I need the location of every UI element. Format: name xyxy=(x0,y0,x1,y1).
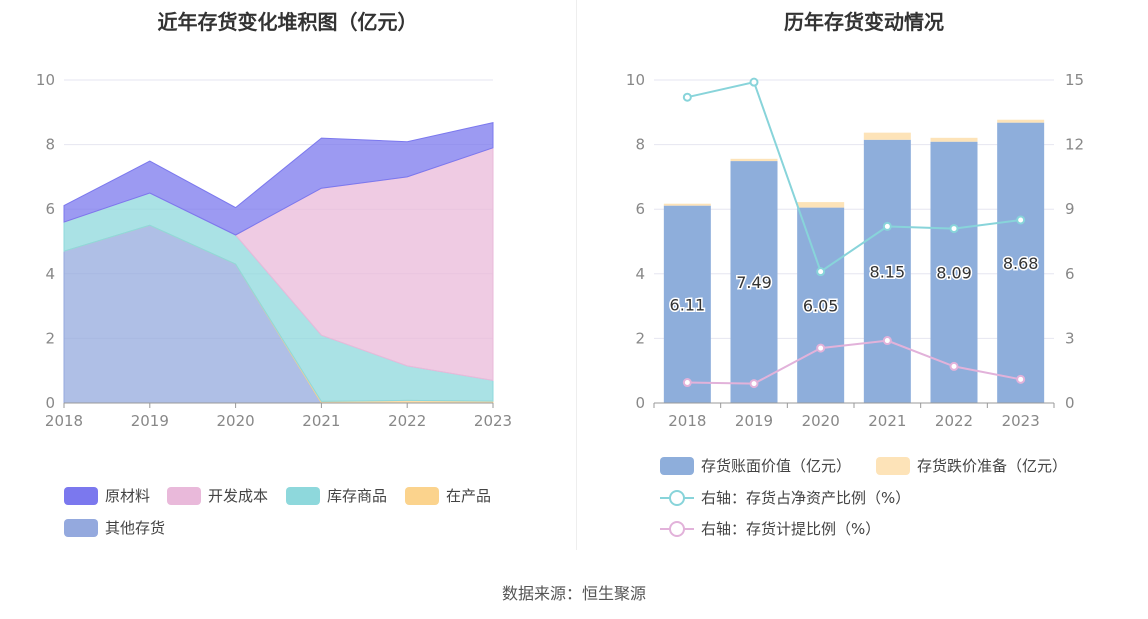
right-y2-tick-label: 9 xyxy=(1065,200,1075,218)
left-x-tick-label: 2023 xyxy=(474,412,512,430)
data-source-note: 数据来源：恒生聚源 xyxy=(501,584,646,603)
left-y-tick-label: 4 xyxy=(45,265,55,283)
line-point xyxy=(949,361,959,371)
line-point xyxy=(949,224,959,234)
bar-value-label: 8.15 xyxy=(870,262,906,281)
legend-swatch xyxy=(167,487,201,505)
right-y2-tick-label: 6 xyxy=(1065,265,1075,283)
right-y2-tick-label: 0 xyxy=(1065,394,1075,412)
line-point xyxy=(882,336,892,346)
bar-book-value xyxy=(663,205,711,403)
line-series xyxy=(687,81,1021,274)
bar-impairment xyxy=(730,158,778,162)
left-y-tick-label: 8 xyxy=(45,136,55,154)
right-y2-tick-label: 3 xyxy=(1065,329,1075,347)
line-point xyxy=(1016,215,1026,225)
legend-label: 在产品 xyxy=(446,487,491,505)
line-point xyxy=(882,221,892,231)
bar-book-value xyxy=(997,122,1045,404)
line-point xyxy=(1016,374,1026,384)
legend-label: 右轴：存货占净资产比例（%） xyxy=(701,489,910,507)
legend-label: 开发成本 xyxy=(208,487,268,505)
legend-label: 库存商品 xyxy=(327,487,387,505)
right-y-tick-label: 0 xyxy=(635,394,645,412)
line-series xyxy=(687,339,1021,385)
left-x-tick-label: 2019 xyxy=(131,412,169,430)
legend-swatch xyxy=(660,457,694,475)
left-x-tick-label: 2021 xyxy=(302,412,340,430)
bar-value-label: 6.05 xyxy=(803,296,839,315)
line-point xyxy=(816,267,826,277)
legend-swatch xyxy=(286,487,320,505)
legend-label: 其他存货 xyxy=(105,519,165,537)
right-x-tick-label: 2021 xyxy=(868,412,906,430)
bar-impairment xyxy=(797,202,845,208)
left-x-tick-label: 2022 xyxy=(388,412,426,430)
area-series xyxy=(63,121,494,236)
legend-label: 原材料 xyxy=(105,487,150,505)
right-y-tick-label: 6 xyxy=(635,200,645,218)
bar-book-value xyxy=(863,139,911,403)
line-point xyxy=(816,343,826,353)
legend-swatch xyxy=(876,457,910,475)
bar-impairment xyxy=(863,132,911,140)
bar-value-label: 6.11 xyxy=(670,295,706,314)
panel-divider xyxy=(576,0,577,550)
right-x-tick-label: 2018 xyxy=(668,412,706,430)
bar-impairment xyxy=(930,137,978,142)
right-y-tick-label: 8 xyxy=(635,136,645,154)
bar-value-label: 8.68 xyxy=(1003,254,1039,273)
legend-label: 存货跌价准备（亿元） xyxy=(917,457,1067,475)
right-chart-title: 历年存货变动情况 xyxy=(784,10,944,34)
bar-value-label: 8.09 xyxy=(936,263,972,282)
left-x-tick-label: 2018 xyxy=(45,412,83,430)
right-y-tick-label: 2 xyxy=(635,329,645,347)
legend-label: 右轴：存货计提比例（%） xyxy=(701,520,880,538)
legend-label: 存货账面价值（亿元） xyxy=(701,457,851,475)
left-y-tick-label: 10 xyxy=(36,71,55,89)
right-x-tick-label: 2020 xyxy=(802,412,840,430)
bar-value-label: 7.49 xyxy=(736,273,772,292)
right-x-tick-label: 2023 xyxy=(1002,412,1040,430)
right-y2-tick-label: 12 xyxy=(1065,136,1084,154)
right-x-tick-label: 2019 xyxy=(735,412,773,430)
line-point xyxy=(749,77,759,87)
left-chart-title: 近年存货变化堆积图（亿元） xyxy=(157,10,418,34)
right-x-tick-label: 2022 xyxy=(935,412,973,430)
left-y-tick-label: 6 xyxy=(45,200,55,218)
right-y-tick-label: 4 xyxy=(635,265,645,283)
legend-swatch xyxy=(64,519,98,537)
legend-line-marker xyxy=(669,521,685,537)
bar-book-value xyxy=(730,161,778,403)
left-y-tick-label: 0 xyxy=(45,394,55,412)
legend-swatch xyxy=(405,487,439,505)
legend-line-marker xyxy=(669,490,685,506)
line-point xyxy=(749,379,759,389)
bar-book-value xyxy=(797,207,845,403)
line-point xyxy=(682,92,692,102)
right-y-tick-label: 10 xyxy=(626,71,645,89)
line-point xyxy=(682,378,692,388)
bar-impairment xyxy=(663,203,711,206)
legend-swatch xyxy=(64,487,98,505)
left-x-tick-label: 2020 xyxy=(217,412,255,430)
right-y2-tick-label: 15 xyxy=(1065,71,1084,89)
bar-impairment xyxy=(997,119,1045,123)
left-y-tick-label: 2 xyxy=(45,329,55,347)
